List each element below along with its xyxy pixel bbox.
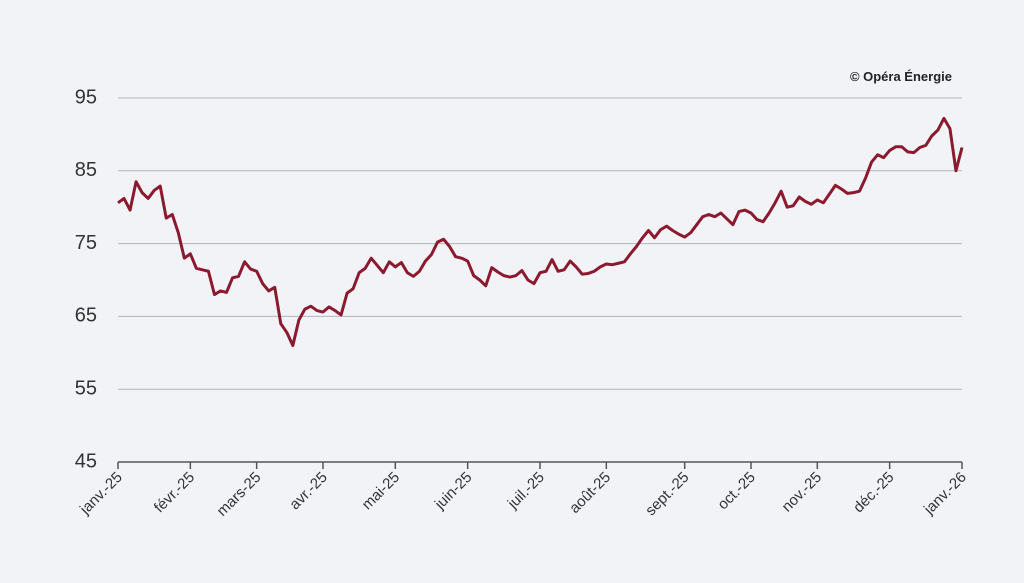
y-tick-label: 85	[75, 159, 97, 181]
y-tick-label: 95	[75, 86, 97, 108]
x-tick-label: avr.-25	[286, 469, 330, 513]
x-tick-label: août-25	[566, 469, 614, 517]
y-tick-label: 75	[75, 232, 97, 254]
x-tick-label: janv.-25	[76, 469, 126, 519]
x-tick-label: juil.-25	[504, 469, 548, 513]
x-tick-label: mars-25	[214, 469, 265, 520]
x-tick-label: mai-25	[359, 469, 403, 513]
x-tick-label: févr.-25	[151, 469, 198, 516]
x-tick-label: oct.-25	[714, 469, 758, 513]
x-tick-label: déc.-25	[850, 469, 897, 516]
y-tick-label: 55	[75, 377, 97, 399]
x-tick-label: janv.-26	[920, 469, 970, 519]
x-tick-label: nov.-25	[779, 469, 826, 516]
y-tick-label: 45	[75, 450, 97, 472]
data-line	[117, 116, 964, 348]
x-tick-label: sept.-25	[642, 469, 692, 519]
y-tick-label: 65	[75, 305, 97, 327]
source-note: © Opéra Énergie	[850, 69, 952, 84]
x-tick-label: juin-25	[431, 469, 476, 514]
